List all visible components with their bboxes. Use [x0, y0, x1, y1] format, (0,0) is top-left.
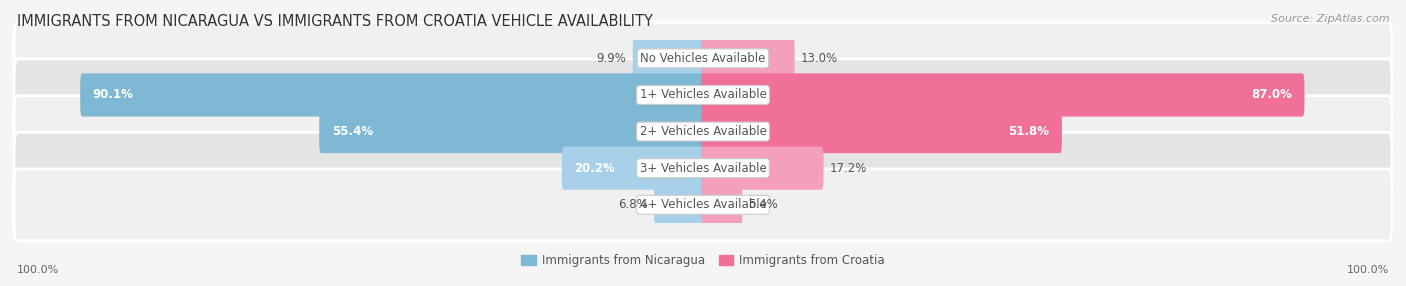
- FancyBboxPatch shape: [654, 183, 704, 227]
- Text: 1+ Vehicles Available: 1+ Vehicles Available: [640, 88, 766, 102]
- FancyBboxPatch shape: [702, 37, 794, 80]
- Text: No Vehicles Available: No Vehicles Available: [640, 52, 766, 65]
- FancyBboxPatch shape: [14, 169, 1392, 241]
- Text: 5.4%: 5.4%: [748, 198, 778, 211]
- FancyBboxPatch shape: [80, 73, 704, 117]
- Text: 3+ Vehicles Available: 3+ Vehicles Available: [640, 162, 766, 175]
- FancyBboxPatch shape: [702, 146, 824, 190]
- Text: 90.1%: 90.1%: [93, 88, 134, 102]
- Text: Source: ZipAtlas.com: Source: ZipAtlas.com: [1271, 14, 1389, 24]
- FancyBboxPatch shape: [14, 23, 1392, 94]
- FancyBboxPatch shape: [562, 146, 704, 190]
- Text: 6.8%: 6.8%: [619, 198, 648, 211]
- FancyBboxPatch shape: [633, 37, 704, 80]
- Text: 9.9%: 9.9%: [596, 52, 627, 65]
- Legend: Immigrants from Nicaragua, Immigrants from Croatia: Immigrants from Nicaragua, Immigrants fr…: [517, 250, 889, 272]
- Text: 100.0%: 100.0%: [1347, 265, 1389, 275]
- FancyBboxPatch shape: [319, 110, 704, 153]
- Text: 13.0%: 13.0%: [801, 52, 838, 65]
- Text: IMMIGRANTS FROM NICARAGUA VS IMMIGRANTS FROM CROATIA VEHICLE AVAILABILITY: IMMIGRANTS FROM NICARAGUA VS IMMIGRANTS …: [17, 14, 652, 29]
- Text: 4+ Vehicles Available: 4+ Vehicles Available: [640, 198, 766, 211]
- FancyBboxPatch shape: [702, 73, 1305, 117]
- FancyBboxPatch shape: [702, 183, 742, 227]
- Text: 51.8%: 51.8%: [1008, 125, 1049, 138]
- FancyBboxPatch shape: [702, 110, 1062, 153]
- Text: 55.4%: 55.4%: [332, 125, 373, 138]
- FancyBboxPatch shape: [14, 132, 1392, 204]
- FancyBboxPatch shape: [14, 96, 1392, 167]
- Text: 20.2%: 20.2%: [574, 162, 614, 175]
- Text: 2+ Vehicles Available: 2+ Vehicles Available: [640, 125, 766, 138]
- Text: 17.2%: 17.2%: [830, 162, 868, 175]
- Text: 100.0%: 100.0%: [17, 265, 59, 275]
- Text: 87.0%: 87.0%: [1251, 88, 1292, 102]
- FancyBboxPatch shape: [14, 59, 1392, 131]
